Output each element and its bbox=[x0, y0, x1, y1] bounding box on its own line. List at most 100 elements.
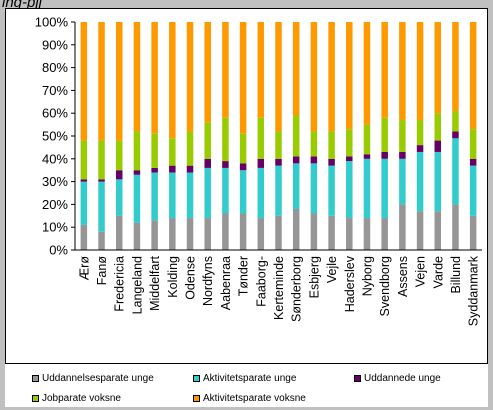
bar-segment-aktivitetsparate-unge bbox=[133, 174, 141, 223]
bar-segment-aktivitetsparate-unge bbox=[310, 163, 318, 214]
bar-segment-uddannelsesparate-unge bbox=[275, 215, 282, 250]
x-tick-label: Haderslev bbox=[343, 255, 357, 312]
bar-segment-uddannelsesparate-unge bbox=[469, 215, 477, 250]
bar-segment-uddannelsesparate-unge bbox=[399, 204, 406, 250]
bar-segment-aktivitetsparate-voksne bbox=[222, 22, 229, 118]
bar-segment-uddannede-unge bbox=[222, 161, 229, 168]
y-tick-label: 20% bbox=[42, 197, 68, 212]
bar-segment-uddannede-unge bbox=[346, 156, 353, 162]
bar-segment-uddannede-unge bbox=[363, 154, 371, 159]
legend-label: Uddannelsesparate unge bbox=[42, 373, 154, 384]
bar-segment-aktivitetsparate-voksne bbox=[328, 22, 335, 132]
x-tick-label: Sønderborg bbox=[290, 256, 304, 322]
page-fragment-text: ing-pjj bbox=[2, 0, 43, 11]
bar-segment-uddannelsesparate-unge bbox=[381, 218, 388, 250]
x-tick-label: Ærø bbox=[77, 256, 91, 281]
bar-segment-uddannede-unge bbox=[399, 151, 406, 159]
bar-segment-aktivitetsparate-unge bbox=[416, 151, 424, 212]
legend-swatch bbox=[193, 395, 200, 402]
bar-segment-uddannelsesparate-unge bbox=[363, 218, 371, 250]
legend-entry-uddannelsesparate-unge: Uddannelsesparate unge bbox=[32, 373, 154, 384]
bar-segment-aktivitetsparate-unge bbox=[222, 167, 229, 214]
bar-segment-uddannelsesparate-unge bbox=[222, 213, 229, 250]
bar-segment-uddannelsesparate-unge bbox=[310, 213, 318, 250]
x-tick-label: Middelfart bbox=[148, 255, 162, 310]
bar-segment-uddannelsesparate-unge bbox=[434, 211, 442, 250]
bar-segment-uddannede-unge bbox=[239, 163, 247, 171]
bar-segment-aktivitetsparate-voksne bbox=[80, 22, 88, 141]
bar-segment-uddannelsesparate-unge bbox=[133, 222, 141, 250]
bar-segment-jobparate-voksne bbox=[310, 131, 318, 157]
x-tick-label: Esbjerg bbox=[307, 256, 321, 298]
chart-legend: Uddannelsesparate unge Aktivitetsparate … bbox=[5, 363, 488, 407]
bar-segment-uddannede-unge bbox=[292, 156, 300, 164]
bar-segment-jobparate-voksne bbox=[292, 115, 300, 157]
bar-segment-aktivitetsparate-voksne bbox=[452, 22, 459, 111]
bar-segment-uddannelsesparate-unge bbox=[80, 224, 88, 250]
bar-segment-jobparate-voksne bbox=[381, 117, 388, 152]
bar-segment-aktivitetsparate-voksne bbox=[133, 22, 141, 132]
bar-segment-uddannelsesparate-unge bbox=[98, 231, 105, 250]
bar-segment-uddannelsesparate-unge bbox=[346, 218, 353, 250]
bar-segment-aktivitetsparate-unge bbox=[363, 158, 371, 219]
bar-segment-uddannelsesparate-unge bbox=[416, 211, 424, 250]
bar-segment-aktivitetsparate-unge bbox=[115, 179, 123, 216]
y-tick-label: 40% bbox=[42, 151, 68, 166]
legend-label: Uddannede unge bbox=[364, 373, 441, 384]
bar-segment-aktivitetsparate-unge bbox=[346, 161, 353, 219]
bar-segment-aktivitetsparate-voksne bbox=[257, 22, 265, 118]
bar-segment-jobparate-voksne bbox=[98, 140, 105, 180]
bar-segment-jobparate-voksne bbox=[222, 117, 229, 162]
legend-swatch bbox=[32, 395, 39, 402]
bar-segment-aktivitetsparate-voksne bbox=[434, 22, 442, 114]
bar-segment-aktivitetsparate-voksne bbox=[416, 22, 424, 121]
bar-segment-uddannede-unge bbox=[186, 165, 194, 173]
x-tick-label: Langeland bbox=[130, 256, 144, 314]
legend-entry-aktivitetsparate-voksne: Aktivitetsparate voksne bbox=[193, 393, 306, 404]
bar-segment-uddannelsesparate-unge bbox=[169, 218, 176, 250]
x-tick-label: Assens bbox=[396, 256, 410, 297]
bar-segment-aktivitetsparate-voksne bbox=[204, 22, 211, 123]
bar-segment-aktivitetsparate-unge bbox=[98, 181, 105, 232]
legend-swatch bbox=[193, 375, 200, 382]
bar-segment-aktivitetsparate-voksne bbox=[381, 22, 388, 118]
x-tick-label: Billund bbox=[449, 256, 463, 294]
bar-segment-uddannede-unge bbox=[98, 179, 105, 182]
bar-segment-uddannede-unge bbox=[434, 140, 442, 152]
bar-segment-jobparate-voksne bbox=[257, 117, 265, 159]
y-tick-label: 80% bbox=[42, 60, 68, 75]
bar-segment-uddannelsesparate-unge bbox=[239, 213, 247, 250]
bar-segment-aktivitetsparate-unge bbox=[328, 165, 335, 216]
x-tick-label: Vejen bbox=[414, 256, 428, 287]
bar-segment-uddannelsesparate-unge bbox=[452, 204, 459, 250]
bar-segment-aktivitetsparate-voksne bbox=[151, 22, 158, 134]
legend-swatch bbox=[354, 375, 361, 382]
y-tick-label: 30% bbox=[42, 174, 68, 189]
bar-segment-aktivitetsparate-unge bbox=[452, 138, 459, 205]
x-tick-label: Aabenraa bbox=[219, 256, 233, 310]
bar-segment-jobparate-voksne bbox=[469, 129, 477, 159]
x-tick-label: Varde bbox=[431, 256, 445, 288]
bar-segment-jobparate-voksne bbox=[363, 124, 371, 155]
bar-segment-aktivitetsparate-voksne bbox=[346, 22, 353, 130]
bar-segment-uddannelsesparate-unge bbox=[292, 208, 300, 250]
legend-entry-jobparate-voksne: Jobparate voksne bbox=[32, 393, 121, 404]
bar-segment-aktivitetsparate-unge bbox=[186, 172, 194, 219]
bar-segment-uddannede-unge bbox=[257, 158, 265, 168]
legend-entry-aktivitetsparate-unge: Aktivitetsparate unge bbox=[193, 373, 296, 384]
bar-segment-aktivitetsparate-unge bbox=[257, 167, 265, 219]
bar-segment-jobparate-voksne bbox=[346, 129, 353, 157]
y-tick-label: 100% bbox=[35, 15, 69, 30]
legend-label: Aktivitetsparate unge bbox=[203, 373, 297, 384]
bar-segment-jobparate-voksne bbox=[328, 131, 335, 159]
x-tick-label: Nyborg bbox=[360, 256, 374, 296]
bar-segment-jobparate-voksne bbox=[275, 131, 282, 159]
x-tick-label: Svendborg bbox=[378, 256, 392, 317]
bar-segment-aktivitetsparate-unge bbox=[275, 165, 282, 216]
bar-segment-aktivitetsparate-voksne bbox=[169, 22, 176, 139]
bar-segment-aktivitetsparate-voksne bbox=[275, 22, 282, 132]
bar-segment-aktivitetsparate-voksne bbox=[98, 22, 105, 141]
bar-segment-uddannelsesparate-unge bbox=[186, 218, 194, 250]
bar-segment-uddannede-unge bbox=[328, 158, 335, 166]
